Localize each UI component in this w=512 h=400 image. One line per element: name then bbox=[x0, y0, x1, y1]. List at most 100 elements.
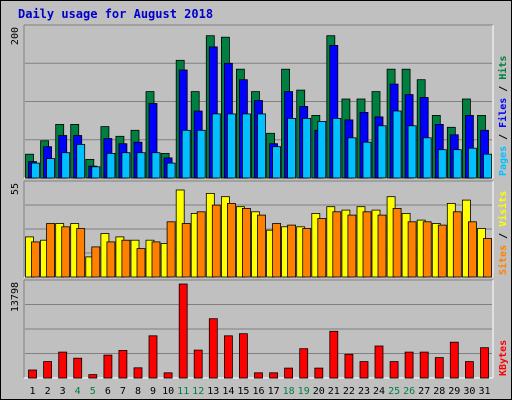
bar-sites-day-6 bbox=[106, 241, 116, 278]
bar-sites-day-17 bbox=[272, 223, 282, 278]
legend-item-pages: Pages bbox=[498, 146, 509, 176]
bar-sites-day-19 bbox=[302, 228, 312, 278]
x-tick-label-day-29: 29 bbox=[448, 386, 460, 397]
bar-pages-day-13 bbox=[211, 113, 221, 179]
bar-pages-day-25 bbox=[392, 110, 402, 179]
bar-kbytes-day-25 bbox=[389, 361, 399, 379]
x-tick-label-day-6: 6 bbox=[105, 386, 111, 397]
x-tick-label-day-2: 2 bbox=[45, 386, 51, 397]
bar-pages-day-26 bbox=[407, 125, 417, 179]
bar-kbytes-day-2 bbox=[43, 361, 52, 379]
bar-sites-day-11 bbox=[181, 223, 191, 278]
x-tick-label-day-4: 4 bbox=[75, 386, 81, 397]
bar-pages-day-4 bbox=[76, 144, 86, 179]
bar-pages-day-14 bbox=[226, 113, 236, 179]
x-tick-label-day-1: 1 bbox=[29, 386, 35, 397]
series-legend: Sites / Visits bbox=[497, 191, 509, 275]
legend-separator: / bbox=[498, 227, 509, 245]
legend-item-visits: Visits bbox=[497, 191, 509, 227]
series-legend: Pages / Files / Hits bbox=[497, 56, 509, 176]
bar-kbytes-day-3 bbox=[58, 351, 68, 379]
bar-sites-day-4 bbox=[76, 228, 86, 278]
legend-item-kbytes: KBytes bbox=[498, 340, 509, 376]
bar-kbytes-day-26 bbox=[404, 351, 414, 379]
x-tick-label-day-31: 31 bbox=[478, 386, 490, 397]
bar-pages-day-22 bbox=[347, 137, 357, 179]
bar-kbytes-day-24 bbox=[374, 345, 384, 379]
bar-sites-day-29 bbox=[452, 211, 462, 278]
bar-pages-day-20 bbox=[317, 121, 327, 179]
x-tick-label-day-5: 5 bbox=[90, 386, 96, 397]
bar-kbytes-day-29 bbox=[449, 341, 459, 379]
x-tick-label-day-28: 28 bbox=[433, 386, 445, 397]
bar-sites-day-18 bbox=[287, 224, 297, 278]
x-tick-label-day-3: 3 bbox=[60, 386, 66, 397]
bar-sites-day-16 bbox=[257, 214, 266, 278]
x-tick-label-day-13: 13 bbox=[207, 386, 219, 397]
bar-pages-day-10 bbox=[166, 162, 176, 179]
bar-kbytes-day-21 bbox=[329, 330, 339, 379]
x-tick-label-day-20: 20 bbox=[313, 386, 325, 397]
bar-sites-day-26 bbox=[407, 221, 417, 278]
bar-sites-day-22 bbox=[347, 214, 357, 278]
bar-pages-day-28 bbox=[437, 149, 447, 179]
x-tick-label-day-15: 15 bbox=[237, 386, 249, 397]
x-tick-label-day-21: 21 bbox=[328, 386, 340, 397]
x-tick-label-day-25: 25 bbox=[388, 386, 400, 397]
bar-sites-day-5 bbox=[91, 246, 101, 278]
bar-kbytes-day-1 bbox=[28, 369, 37, 379]
bar-sites-day-8 bbox=[136, 248, 146, 278]
bar-kbytes-day-20 bbox=[314, 367, 324, 379]
x-tick-label-day-7: 7 bbox=[120, 386, 126, 397]
bar-pages-day-21 bbox=[332, 118, 342, 179]
bar-pages-day-12 bbox=[196, 129, 206, 179]
bar-pages-day-2 bbox=[46, 158, 55, 179]
series-legend: KBytes bbox=[498, 340, 509, 376]
bar-sites-day-9 bbox=[151, 241, 161, 278]
bar-pages-day-24 bbox=[377, 125, 387, 179]
bar-sites-day-20 bbox=[317, 218, 327, 278]
bar-kbytes-day-23 bbox=[359, 361, 369, 379]
x-tick-label-day-10: 10 bbox=[162, 386, 174, 397]
bar-kbytes-day-12 bbox=[193, 349, 203, 379]
x-tick-label-day-27: 27 bbox=[418, 386, 430, 397]
legend-separator: / bbox=[498, 80, 509, 98]
bar-kbytes-day-4 bbox=[73, 357, 83, 379]
chart-panel-2: 55 Sites / Visits bbox=[10, 180, 509, 278]
bar-kbytes-day-16 bbox=[254, 372, 263, 379]
bar-sites-day-7 bbox=[121, 239, 131, 278]
y-max-label: 13798 bbox=[10, 282, 21, 312]
bar-sites-day-3 bbox=[61, 226, 71, 278]
bar-sites-day-14 bbox=[226, 202, 236, 278]
bar-sites-day-24 bbox=[377, 214, 387, 278]
bar-kbytes-day-7 bbox=[118, 349, 128, 379]
y-max-label: 200 bbox=[10, 27, 21, 45]
bar-kbytes-day-19 bbox=[299, 348, 309, 379]
bar-pages-day-15 bbox=[241, 113, 251, 179]
bar-sites-day-2 bbox=[46, 223, 55, 278]
bar-pages-day-18 bbox=[287, 118, 297, 179]
bar-pages-day-23 bbox=[362, 141, 372, 179]
bar-pages-day-29 bbox=[452, 149, 462, 179]
x-tick-label-day-14: 14 bbox=[222, 386, 234, 397]
x-tick-label-day-12: 12 bbox=[192, 386, 204, 397]
x-tick-label-day-22: 22 bbox=[343, 386, 355, 397]
x-axis-labels: 1 2 3 4 5 6 7 8 9 10 11 12 13 14 15 16 17 18 19 20 21 22 23 24 2… bbox=[29, 386, 490, 397]
bar-sites-day-12 bbox=[196, 211, 206, 278]
x-tick-label-day-8: 8 bbox=[135, 386, 141, 397]
bar-pages-day-9 bbox=[151, 152, 161, 179]
chart-panel-1: 200 Pages / Files / Hits bbox=[10, 24, 509, 179]
bar-kbytes-day-31 bbox=[480, 347, 489, 379]
bar-pages-day-31 bbox=[483, 153, 492, 179]
bar-kbytes-day-27 bbox=[419, 351, 429, 379]
bar-sites-day-27 bbox=[422, 221, 432, 278]
x-tick-label-day-18: 18 bbox=[283, 386, 295, 397]
chart-title: Daily usage for August 2018 bbox=[18, 7, 214, 21]
x-tick-label-day-19: 19 bbox=[298, 386, 310, 397]
legend-item-files: Files bbox=[497, 98, 509, 128]
bar-kbytes-day-14 bbox=[223, 335, 233, 379]
bar-sites-day-1 bbox=[31, 241, 40, 278]
bar-pages-day-16 bbox=[257, 113, 266, 179]
bar-pages-day-8 bbox=[136, 152, 146, 179]
